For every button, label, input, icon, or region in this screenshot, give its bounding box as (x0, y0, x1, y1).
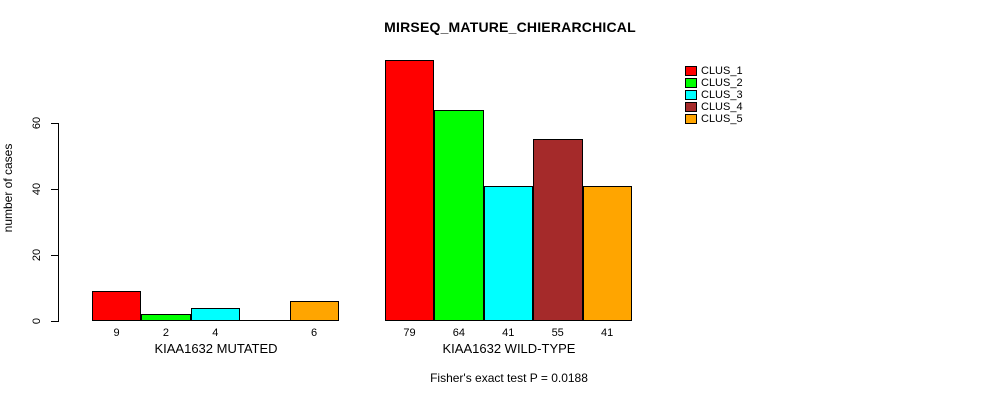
bar-clus_1 (92, 291, 142, 321)
bar-clus_2 (141, 314, 191, 321)
legend-label-clus_2: CLUS_2 (701, 77, 743, 89)
bar-clus_3 (483, 186, 534, 321)
bar-clus_5 (582, 186, 632, 321)
y-axis-tick (51, 321, 58, 322)
bar-clus_1 (385, 60, 435, 321)
bar-value-label: 55 (551, 327, 564, 339)
bar-clus_4 (533, 139, 583, 321)
bar-clus_4-zero (240, 320, 290, 321)
bar-value-label: 4 (212, 327, 219, 339)
bar-clus_2 (434, 110, 484, 321)
y-axis-tick-label: 0 (31, 317, 43, 325)
x-axis-group-label: KIAA1632 MUTATED (154, 341, 278, 356)
bar-value-label: 9 (113, 327, 120, 339)
bar-value-label: 6 (311, 327, 318, 339)
bar-value-label: 2 (162, 327, 169, 339)
legend-label-clus_4: CLUS_4 (701, 101, 743, 113)
bar-clus_5 (289, 301, 339, 321)
y-axis-tick-label: 60 (31, 116, 43, 130)
y-axis-line (58, 123, 59, 322)
legend-swatch-clus_2 (685, 78, 697, 88)
legend-swatch-clus_4 (685, 102, 697, 112)
legend-label-clus_5: CLUS_5 (701, 113, 743, 125)
legend-label-clus_1: CLUS_1 (701, 65, 743, 77)
chart-title: MIRSEQ_MATURE_CHIERARCHICAL (384, 19, 636, 35)
legend-swatch-clus_1 (685, 66, 697, 76)
bar-value-label: 41 (502, 327, 515, 339)
y-axis-tick-label: 20 (31, 248, 43, 262)
y-axis-tick (51, 255, 58, 256)
bar-value-label: 79 (403, 327, 416, 339)
bar-value-label: 41 (600, 327, 614, 339)
legend-label-clus_3: CLUS_3 (701, 89, 743, 101)
stat-test-annotation: Fisher's exact test P = 0.0188 (430, 371, 588, 385)
y-axis-tick (51, 189, 58, 190)
legend-swatch-clus_5 (685, 114, 697, 124)
legend-swatch-clus_3 (685, 90, 697, 100)
x-axis-group-label: KIAA1632 WILD-TYPE (442, 341, 576, 356)
bar-clus_3 (190, 308, 241, 321)
y-axis-label: number of cases (1, 143, 15, 233)
y-axis-tick-label: 40 (31, 182, 43, 196)
y-axis-tick (51, 123, 58, 124)
bar-value-label: 64 (452, 327, 466, 339)
